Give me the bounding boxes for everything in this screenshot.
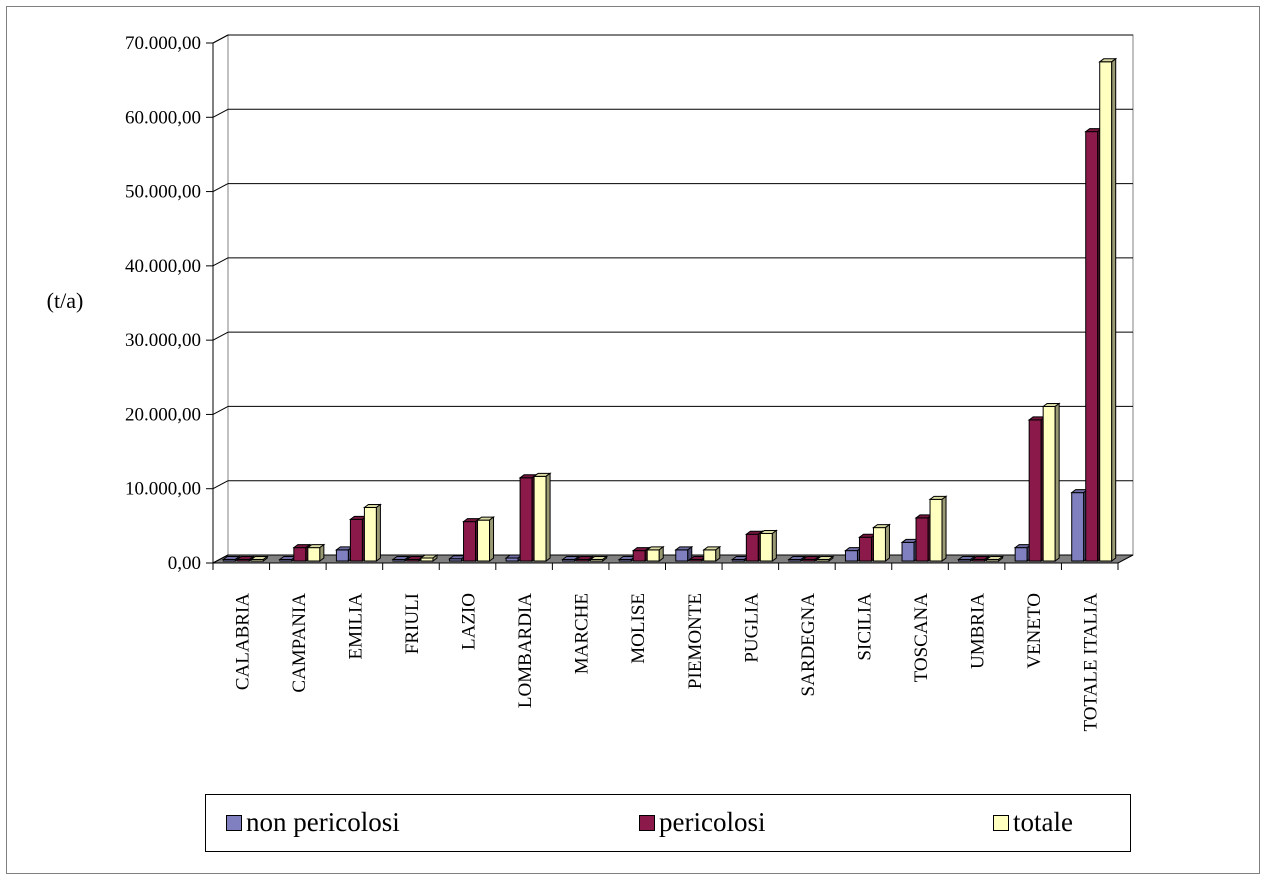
gridline-depth [212,331,229,341]
y-tick-label: 40.000,00 [125,256,201,277]
bar [293,547,307,562]
x-tick-label: MOLISE [628,593,649,664]
legend-item-non-pericolosi: non pericolosi [226,807,400,838]
bar [1014,547,1028,562]
legend-label-pericolosi: pericolosi [659,807,766,837]
x-tick-label: PIEMONTE [685,593,706,689]
bar [646,549,660,562]
bars [221,57,1118,562]
bar [858,536,872,562]
bar [363,507,377,562]
gridline-depth [212,405,229,415]
bar [1085,131,1099,562]
bar [463,521,477,562]
gridlines [212,34,1134,564]
bar [675,549,689,562]
x-tick-label: SARDEGNA [798,593,819,697]
bar-side [884,523,890,562]
axis-labels: 0,00 10.000,00 20.000,00 30.000,00 40.000,00… [125,33,1102,732]
bar [759,533,773,562]
bar [632,550,646,562]
x-tick-label: MARCHE [572,593,593,674]
axes [206,42,1119,570]
bar [1071,492,1085,562]
bar-side [602,555,608,562]
x-tick-label: LOMBARDIA [515,593,536,708]
bar-side [828,555,834,562]
bar-side [432,554,438,562]
bar [335,549,349,562]
bar-side [262,555,268,562]
bar-side [771,529,777,562]
x-tick-label: UMBRIA [968,593,989,669]
legend-item-totale: totale [993,807,1073,838]
x-tick-label: PUGLIA [741,593,762,663]
bar-side [489,516,495,562]
bar [901,541,915,562]
bar [703,549,717,562]
bar-side [1111,57,1117,562]
bar [477,519,491,562]
bar-side [375,503,381,562]
bar [533,475,547,562]
bar [915,517,929,562]
y-tick-label: 60.000,00 [125,107,201,128]
bar-side [998,555,1004,562]
legend-label-non-pericolosi: non pericolosi [246,807,400,837]
bar [349,518,363,562]
y-tick-label: 0,00 [168,553,201,574]
y-tick-label: 20.000,00 [125,404,201,425]
legend-swatch-non-pericolosi [226,814,242,831]
bar [1099,61,1113,562]
bar [745,533,759,562]
x-tick-label: CALABRIA [232,593,253,690]
bar [929,498,943,562]
y-axis-label: (t/a) [47,288,84,313]
bar-side [658,545,664,562]
gridline-depth [212,183,229,193]
bar [1042,405,1056,562]
bar [307,547,321,562]
x-tick-label: LAZIO [459,593,480,650]
gridline-depth [212,257,229,267]
side-wall [212,34,229,564]
y-tick-label: 70.000,00 [125,33,201,54]
x-tick-label: CAMPANIA [289,593,310,693]
x-tick-label: SICILIA [854,593,875,661]
gridline-depth [212,108,229,118]
x-tick-label: TOTALE ITALIA [1081,593,1102,732]
legend-swatch-pericolosi [639,814,655,831]
bar-side [1054,402,1060,562]
bar [844,550,858,562]
bar-side [545,472,551,562]
bar-side [715,545,721,562]
y-tick-label: 10.000,00 [125,479,201,500]
y-tick-label: 30.000,00 [125,330,201,351]
x-tick-label: VENETO [1024,593,1045,669]
x-tick-label: FRIULI [402,593,423,654]
bar [872,527,886,562]
bar [1028,419,1042,562]
x-tick-label: TOSCANA [911,593,932,683]
plot-wall [227,34,1134,556]
gridline-depth [212,34,229,44]
bar-side [319,543,325,562]
legend-swatch-totale [993,814,1009,831]
gridline-depth [212,480,229,490]
bar [519,477,533,562]
legend: non pericolosi pericolosi totale [205,794,1131,852]
bar-side [941,495,947,562]
legend-item-pericolosi: pericolosi [639,807,765,838]
y-tick-label: 50.000,00 [125,182,201,203]
x-tick-label: EMILIA [345,593,366,660]
legend-label-totale: totale [1013,807,1073,837]
